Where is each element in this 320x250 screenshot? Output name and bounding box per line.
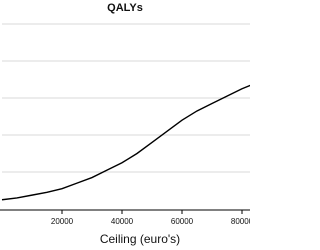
x-tick-label: 80000: [231, 217, 250, 226]
x-axis-label: Ceiling (euro's): [100, 232, 180, 246]
chart: QALYs Ceiling (euro's) 20000 40000 60000 80…: [0, 2, 250, 246]
line-series: [1, 84, 250, 201]
x-tick-label: 20000: [51, 217, 74, 226]
x-tick-label: 60000: [171, 217, 194, 226]
x-tick-label: 40000: [111, 217, 134, 226]
chart-title: QALYs: [107, 2, 143, 14]
